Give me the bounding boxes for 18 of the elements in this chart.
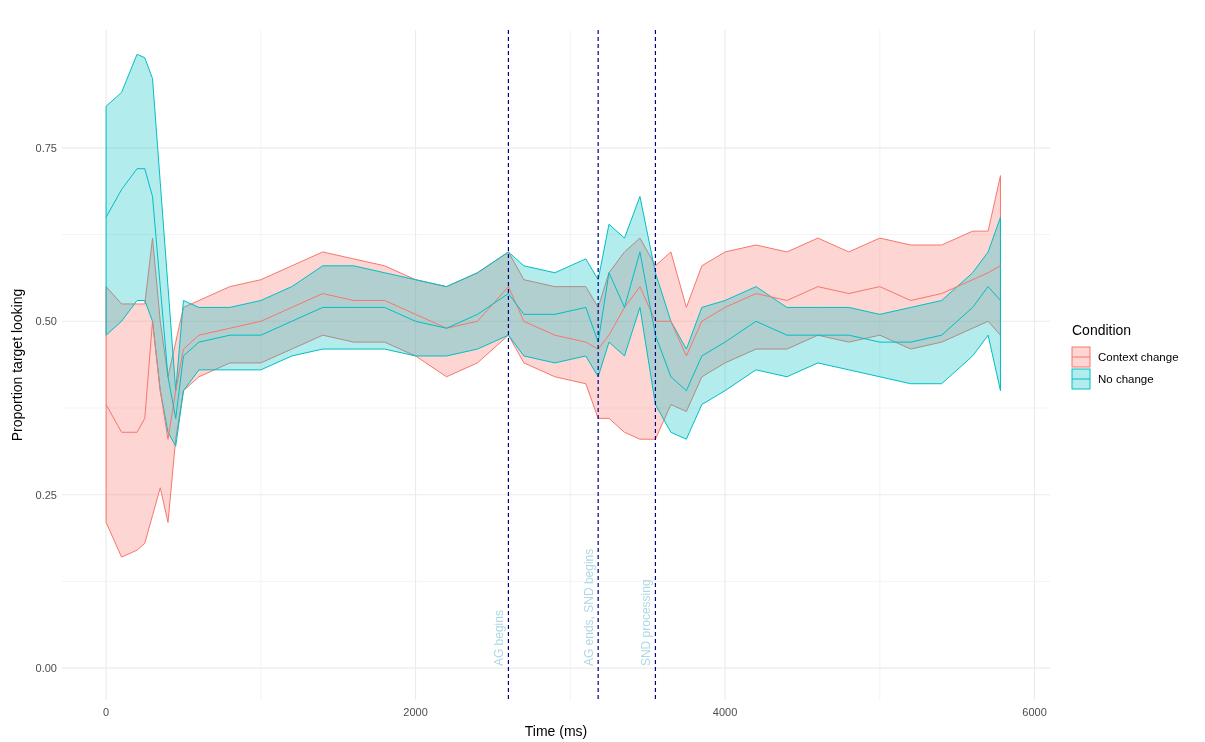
legend-title: Condition [1072, 322, 1132, 338]
legend-label: No change [1098, 373, 1154, 385]
y-tick-label: 0.75 [35, 141, 57, 154]
line-series [105, 168, 1001, 419]
ref-line-label: AG begins [492, 610, 507, 667]
ref-line-label: AG ends, SND begins [582, 548, 597, 667]
y-tick-label: 0.50 [35, 315, 57, 328]
x-axis-title: Time (ms) [524, 723, 588, 739]
x-tick-label: 6000 [1022, 706, 1047, 718]
x-tick-label: 0 [103, 706, 110, 718]
line-series [105, 265, 1001, 440]
y-tick-label: 0.00 [35, 662, 57, 675]
ref-line-label: SND processing [639, 579, 654, 667]
x-tick-label: 2000 [403, 706, 428, 718]
legend-label: Context change [1098, 351, 1179, 363]
y-tick-label: 0.25 [35, 488, 57, 501]
y-axis-title: Proportion target looking [9, 288, 25, 442]
x-tick-label: 4000 [712, 706, 738, 718]
